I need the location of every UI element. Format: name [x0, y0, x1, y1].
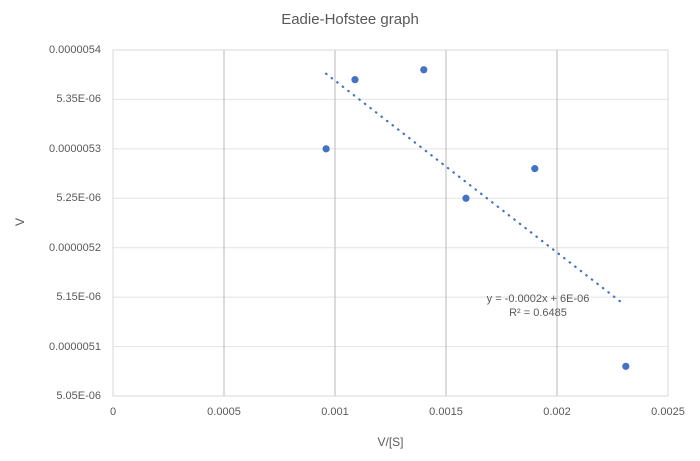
- y-tick-label: 5.15E-06: [56, 291, 101, 304]
- plot-border: [112, 49, 669, 397]
- data-point: [420, 66, 428, 74]
- data-point: [622, 362, 630, 370]
- trendline-r-squared: R² = 0.6485: [509, 307, 567, 319]
- x-tick-label: 0.0025: [651, 406, 685, 418]
- trendline: [325, 72, 625, 306]
- data-point: [531, 165, 539, 173]
- trendline-label: y = -0.0002x + 6E-06 R² = 0.6485: [487, 292, 590, 320]
- y-tick-label: 0.0000052: [49, 241, 101, 254]
- x-tick-label: 0.0015: [429, 406, 463, 418]
- x-tick-label: 0: [109, 406, 117, 418]
- x-tick-label: 0.001: [321, 406, 349, 418]
- data-point: [351, 76, 359, 84]
- y-tick-label: 0.0000054: [49, 44, 101, 56]
- chart-title: Eadie-Hofstee graph: [281, 11, 419, 28]
- y-tick-label: 0.0000053: [49, 142, 101, 155]
- y-tick-label: 0.0000051: [49, 340, 101, 353]
- x-axis-title: V/[S]: [377, 435, 404, 449]
- data-point: [462, 194, 470, 202]
- trendline-equation: y = -0.0002x + 6E-06: [486, 293, 590, 305]
- y-tick-label: 5.05E-06: [56, 390, 101, 402]
- x-tick-label: 0.002: [543, 406, 571, 418]
- y-tick-label: 5.25E-06: [56, 192, 101, 205]
- y-tick-label: 5.35E-06: [56, 93, 101, 106]
- x-tick-label: 0.0005: [207, 406, 241, 418]
- data-point: [322, 145, 330, 153]
